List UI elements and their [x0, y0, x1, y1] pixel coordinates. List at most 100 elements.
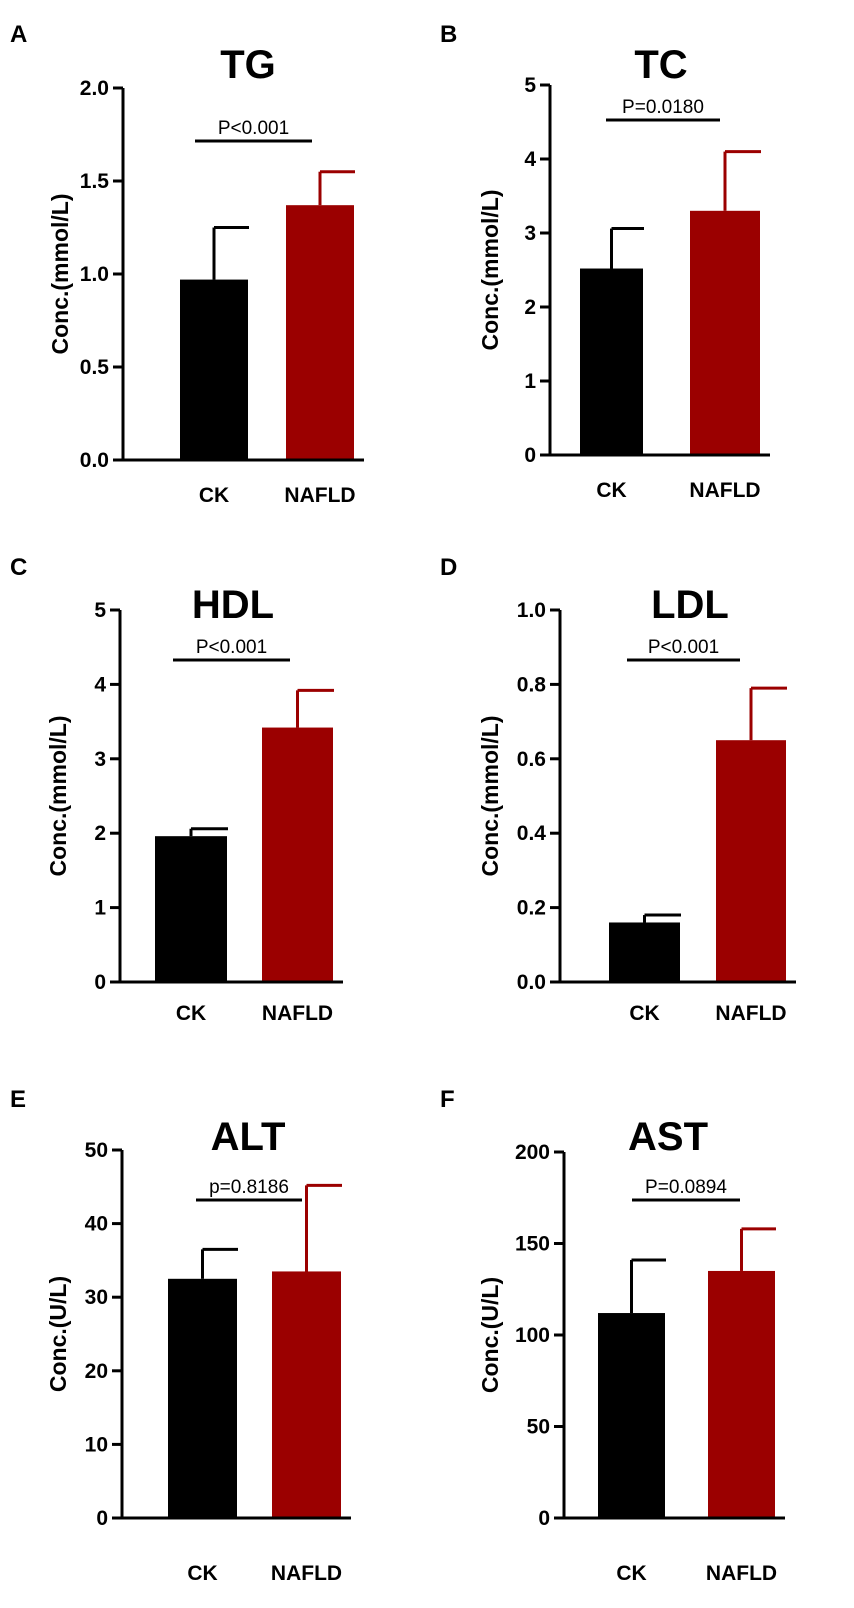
panel-d-title: LDL [651, 583, 729, 627]
panel-c-y-tick-label-5: 5 [94, 599, 106, 622]
panel-d-y-tick-label-0: 0.0 [517, 971, 546, 994]
panel-c-y-tick-label-2: 2 [94, 822, 106, 845]
panel-d-category-label-ck: CK [629, 1002, 659, 1025]
panel-d-y-tick-label-5: 1.0 [517, 599, 546, 622]
panel-d-y-tick-label-1: 0.2 [517, 897, 546, 920]
panel-f-error-bar-ck [630, 1258, 666, 1314]
panel-e-bar-ck [168, 1278, 237, 1518]
panel-b-bar-ck [580, 268, 643, 455]
panel-f-title: AST [628, 1115, 708, 1159]
panel-d-letter: D [440, 554, 457, 581]
panel-e-error-bar-ck [201, 1247, 238, 1279]
panel-f-y-tick-label-1: 50 [527, 1416, 550, 1439]
panel-e-category-label-nafld: NAFLD [271, 1562, 342, 1585]
panel-c-y-tick-label-4: 4 [94, 673, 106, 696]
panel-b-y-tick-label-3: 3 [524, 222, 536, 245]
panel-c-y-tick-label-0: 0 [94, 971, 106, 994]
panel-a: A TG Conc.(mmol/L) CK NAFLD 0.0 0.5 1.0 1.5 2.0 P<… [10, 21, 364, 507]
panel-b-p-value: P=0.0180 [622, 97, 704, 118]
panel-e-letter: E [10, 1086, 26, 1113]
panel-d-y-tick-label-2: 0.4 [517, 822, 547, 845]
panel-f-p-value: P=0.0894 [645, 1177, 727, 1198]
panel-b-category-label-nafld: NAFLD [689, 479, 760, 502]
panel-d-p-value: P<0.001 [648, 637, 719, 658]
panel-c-letter: C [10, 554, 27, 581]
panel-d-error-bar-nafld [749, 686, 787, 741]
panel-e: E ALT Conc.(U/L) CK NAFLD 0 10 20 30 40 50 p=0.8186 [10, 1086, 351, 1585]
panel-f-category-label-nafld: NAFLD [706, 1562, 777, 1585]
panel-f-letter: F [440, 1086, 455, 1113]
panel-f-y-tick-label-4: 200 [515, 1141, 550, 1164]
panel-e-y-tick-label-4: 40 [85, 1213, 108, 1236]
panel-f-y-tick-label-2: 100 [515, 1324, 550, 1347]
panel-f-y-tick-label-0: 0 [538, 1507, 550, 1530]
panel-e-y-tick-label-2: 20 [85, 1360, 108, 1383]
panel-a-bar-ck [180, 279, 248, 460]
panel-a-p-value: P<0.001 [218, 118, 289, 139]
panel-e-y-axis-label: Conc.(U/L) [45, 1276, 71, 1392]
panel-a-title: TG [220, 43, 276, 87]
panel-a-y-tick-label-3: 1.5 [80, 170, 110, 193]
panel-c: C HDL Conc.(mmol/L) CK NAFLD 0 1 2 3 4 5 P<0.001 [10, 554, 343, 1025]
panel-e-y-tick-label-1: 10 [85, 1433, 108, 1456]
panel-b-y-tick-label-5: 5 [524, 74, 536, 97]
panel-a-y-tick-label-4: 2.0 [80, 77, 109, 100]
panel-b-y-tick-label-1: 1 [524, 370, 536, 393]
panel-f-category-label-ck: CK [616, 1562, 646, 1585]
panel-f-bar-nafld [708, 1270, 775, 1518]
panel-f-y-tick-label-3: 150 [515, 1233, 550, 1256]
panel-f-y-axis-label: Conc.(U/L) [477, 1277, 503, 1393]
panel-e-y-tick-label-0: 0 [96, 1507, 108, 1530]
panel-d: D LDL Conc.(mmol/L) CK NAFLD 0.0 0.2 0.4 0.6 0.8 1… [440, 554, 796, 1025]
panel-f-error-bar-nafld [740, 1227, 776, 1271]
panel-b-y-tick-label-0: 0 [524, 444, 536, 467]
panel-e-y-tick-label-3: 30 [85, 1286, 108, 1309]
panel-b: B TC Conc.(mmol/L) CK NAFLD 0 1 2 3 4 5 P=0.0180 [440, 21, 770, 502]
panel-e-title: ALT [211, 1115, 286, 1159]
panel-b-bar-nafld [690, 210, 760, 455]
panel-c-error-bar-nafld [296, 688, 334, 728]
panel-c-category-label-nafld: NAFLD [262, 1002, 333, 1025]
panel-e-bar-nafld [272, 1271, 341, 1518]
panel-a-error-bar-nafld [318, 170, 355, 206]
panel-a-y-axis-label: Conc.(mmol/L) [47, 194, 73, 355]
panel-f-bar-ck [598, 1313, 665, 1518]
panel-b-category-label-ck: CK [596, 479, 626, 502]
panel-b-letter: B [440, 21, 457, 48]
panel-a-y-tick-label-0: 0.0 [80, 449, 109, 472]
panel-e-y-tick-label-5: 50 [85, 1139, 108, 1162]
panel-c-bar-nafld [262, 727, 333, 982]
panel-e-error-bar-nafld [305, 1183, 342, 1272]
panel-a-bar-nafld [286, 205, 354, 460]
panel-d-bar-ck [609, 922, 680, 982]
panel-d-y-axis-label: Conc.(mmol/L) [477, 716, 503, 877]
panel-e-category-label-ck: CK [187, 1562, 217, 1585]
panel-c-p-value: P<0.001 [196, 637, 267, 658]
panel-a-letter: A [10, 21, 27, 48]
panel-b-y-tick-label-2: 2 [524, 296, 536, 319]
panel-b-y-tick-label-4: 4 [524, 148, 536, 171]
panel-d-category-label-nafld: NAFLD [715, 1002, 786, 1025]
panel-a-error-bar-ck [212, 226, 249, 280]
panel-c-error-bar-ck [189, 827, 228, 837]
panel-a-y-tick-label-1: 0.5 [80, 356, 110, 379]
panel-d-bar-nafld [716, 740, 786, 982]
panel-d-error-bar-ck [643, 913, 681, 923]
panel-a-y-tick-label-2: 1.0 [80, 263, 109, 286]
panel-e-p-value: p=0.8186 [209, 1177, 289, 1198]
panel-b-error-bar-ck [610, 227, 644, 269]
panel-c-bar-ck [155, 836, 227, 982]
panel-a-category-label-ck: CK [199, 484, 229, 507]
panel-c-y-tick-label-3: 3 [94, 748, 106, 771]
panel-c-y-tick-label-1: 1 [94, 897, 106, 920]
panel-f: F AST Conc.(U/L) CK NAFLD 0 50 100 150 200 P=0.089… [440, 1086, 785, 1585]
panel-c-y-axis-label: Conc.(mmol/L) [45, 716, 71, 877]
panel-d-y-tick-label-4: 0.8 [517, 673, 547, 696]
panel-b-y-axis-label: Conc.(mmol/L) [477, 190, 503, 351]
panel-d-y-tick-label-3: 0.6 [517, 748, 546, 771]
panel-b-error-bar-nafld [723, 150, 761, 211]
panel-c-title: HDL [192, 583, 274, 627]
panel-c-category-label-ck: CK [176, 1002, 206, 1025]
panel-a-category-label-nafld: NAFLD [284, 484, 355, 507]
